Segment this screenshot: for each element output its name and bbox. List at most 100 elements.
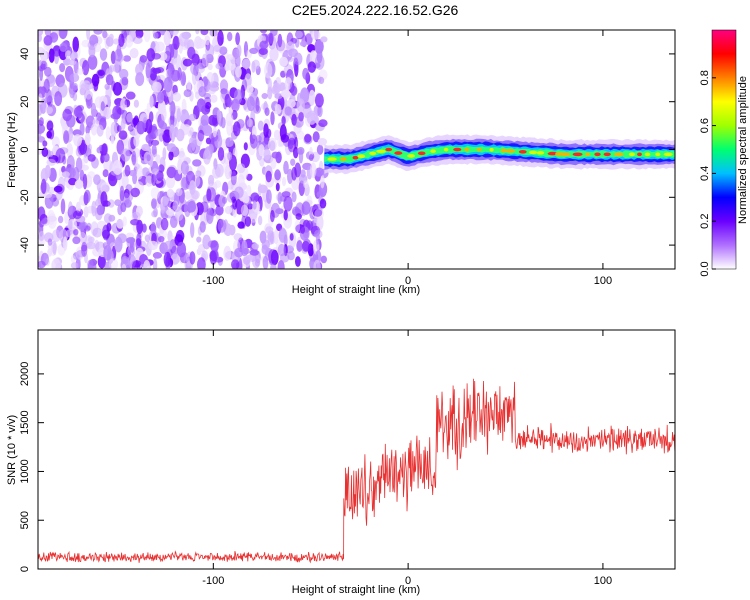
noise-blob bbox=[168, 150, 174, 161]
noise-blob bbox=[121, 263, 127, 269]
noise-blob bbox=[112, 160, 123, 175]
noise-blob bbox=[207, 81, 217, 95]
noise-blob bbox=[151, 168, 159, 175]
noise-blob bbox=[112, 82, 123, 96]
noise-blob bbox=[227, 97, 232, 108]
noise-blob bbox=[101, 143, 108, 156]
noise-blob bbox=[289, 82, 294, 94]
noise-blob bbox=[295, 213, 302, 220]
noise-blob bbox=[213, 44, 221, 53]
noise-blob bbox=[195, 30, 200, 35]
noise-blob bbox=[73, 106, 82, 118]
noise-blob bbox=[304, 133, 312, 143]
noise-blob bbox=[225, 112, 234, 127]
signal-peak bbox=[376, 149, 386, 154]
signal-peak bbox=[536, 151, 545, 155]
noise-blob bbox=[47, 150, 54, 158]
noise-blob bbox=[127, 124, 134, 132]
noise-blob bbox=[231, 48, 241, 59]
noise-blob bbox=[270, 210, 275, 223]
noise-blob bbox=[191, 53, 200, 66]
noise-blob bbox=[153, 32, 159, 39]
noise-blob bbox=[44, 164, 51, 178]
y-tick-label: 0 bbox=[19, 566, 31, 572]
noise-blob bbox=[270, 155, 277, 170]
signal-peak bbox=[340, 157, 347, 161]
noise-blob bbox=[107, 199, 115, 208]
noise-blob bbox=[275, 151, 282, 164]
signal-peak bbox=[327, 157, 337, 161]
noise-blob bbox=[205, 137, 211, 145]
noise-blob bbox=[283, 209, 288, 221]
noise-blob bbox=[120, 148, 131, 162]
noise-blob bbox=[303, 180, 309, 189]
noise-blob bbox=[47, 186, 56, 195]
noise-blob bbox=[104, 83, 110, 90]
noise-blob bbox=[59, 63, 66, 73]
noise-blob bbox=[175, 188, 183, 197]
noise-blob bbox=[141, 167, 150, 177]
signal-peak bbox=[369, 151, 377, 156]
noise-blob bbox=[155, 154, 161, 164]
noise-blob bbox=[316, 47, 323, 64]
colorbar-tick-label: 0.0 bbox=[699, 261, 711, 276]
noise-blob bbox=[196, 62, 206, 74]
noise-blob bbox=[312, 209, 323, 217]
noise-blob bbox=[87, 154, 96, 162]
noise-blob bbox=[38, 117, 44, 127]
noise-blob bbox=[55, 148, 66, 164]
noise-blob bbox=[187, 200, 197, 213]
noise-blob bbox=[195, 38, 206, 49]
noise-blob bbox=[240, 153, 250, 168]
noise-blob bbox=[189, 180, 196, 195]
noise-blob bbox=[173, 57, 179, 70]
noise-blob bbox=[58, 147, 69, 155]
y-tick-label: 0 bbox=[19, 146, 31, 152]
noise-blob bbox=[169, 215, 178, 228]
noise-blob bbox=[146, 154, 151, 162]
noise-blob bbox=[38, 58, 42, 67]
y-tick-label: 1000 bbox=[19, 459, 31, 483]
noise-blob bbox=[270, 111, 275, 126]
noise-blob bbox=[225, 137, 234, 148]
noise-blob bbox=[295, 202, 305, 218]
colorbar-gradient bbox=[711, 29, 737, 270]
noise-blob bbox=[46, 120, 54, 131]
spectrogram-content bbox=[38, 30, 675, 269]
noise-blob bbox=[217, 219, 227, 233]
noise-blob bbox=[143, 260, 151, 269]
noise-blob bbox=[166, 143, 177, 153]
colorbar-ticks: 0.0 0.2 0.4 0.6 0.8 bbox=[699, 70, 716, 277]
noise-blob bbox=[96, 124, 104, 137]
noise-blob bbox=[72, 210, 82, 220]
colorbar: 0.0 0.2 0.4 0.6 0.8 Normalized spectral ampl… bbox=[699, 29, 749, 277]
noise-blob bbox=[110, 121, 117, 138]
noise-blob bbox=[44, 30, 52, 37]
noise-blob bbox=[252, 59, 260, 70]
noise-blob bbox=[258, 144, 265, 157]
noise-blob bbox=[261, 93, 268, 99]
noise-blob bbox=[125, 91, 136, 100]
noise-blob bbox=[189, 127, 194, 136]
noise-blob bbox=[308, 154, 314, 162]
signal-peak bbox=[500, 148, 507, 153]
noise-blob bbox=[157, 91, 165, 104]
noise-blob bbox=[207, 63, 213, 71]
noise-blob bbox=[38, 206, 46, 221]
noise-blob bbox=[123, 192, 130, 205]
noise-blob bbox=[131, 150, 137, 166]
noise-blob bbox=[233, 233, 243, 241]
noise-blob bbox=[280, 89, 291, 98]
noise-blob bbox=[318, 76, 325, 84]
colorbar-tick-label: 0.2 bbox=[699, 214, 711, 229]
noise-blob bbox=[320, 36, 328, 43]
noise-blob bbox=[197, 257, 206, 269]
noise-blob bbox=[100, 101, 105, 112]
noise-blob bbox=[281, 176, 287, 187]
noise-blob bbox=[133, 99, 139, 108]
noise-blob bbox=[219, 46, 228, 56]
noise-blob bbox=[294, 30, 303, 39]
noise-blob bbox=[258, 47, 268, 56]
noise-blob bbox=[209, 84, 220, 92]
noise-blob bbox=[170, 101, 176, 116]
